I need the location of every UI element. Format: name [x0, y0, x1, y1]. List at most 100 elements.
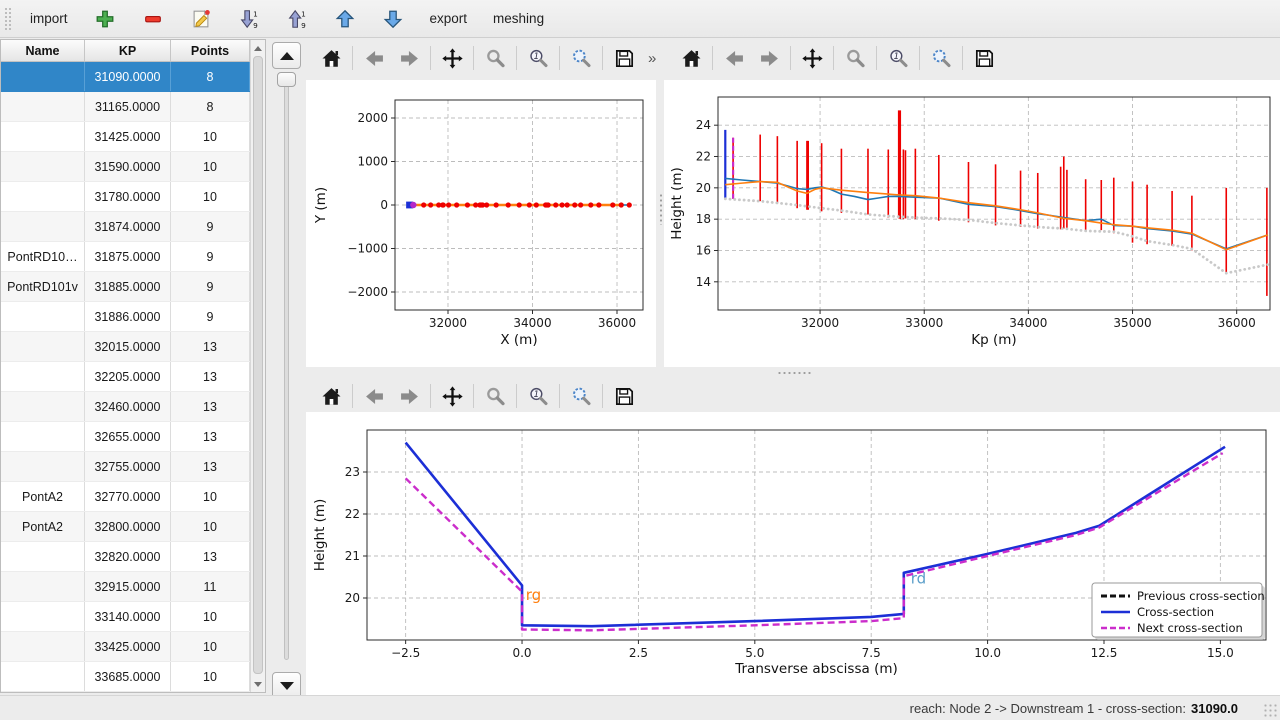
import-button[interactable]: import	[20, 4, 78, 34]
toolbar-overflow-chevron[interactable]: »	[648, 49, 657, 67]
zoom-fit-button[interactable]	[924, 43, 958, 73]
cell-points[interactable]: 10	[171, 632, 250, 661]
cell-points[interactable]: 10	[171, 122, 250, 151]
zoom-one-button[interactable]	[521, 43, 555, 73]
edit-cross-section-button[interactable]	[180, 4, 222, 34]
cell-kp[interactable]: 31590.0000	[85, 152, 171, 181]
table-row[interactable]: 32655.0000 13	[1, 422, 250, 452]
column-header-name[interactable]: Name	[1, 40, 85, 61]
cell-kp[interactable]: 31090.0000	[85, 62, 171, 91]
scrollbar-thumb[interactable]	[253, 56, 263, 674]
move-down-button[interactable]	[372, 4, 414, 34]
cell-name[interactable]	[1, 632, 85, 661]
table-row[interactable]: 32460.0000 13	[1, 392, 250, 422]
cell-points[interactable]: 10	[171, 662, 250, 691]
export-button[interactable]: export	[420, 4, 478, 34]
cell-points[interactable]: 9	[171, 302, 250, 331]
cell-name[interactable]: PontRD10…	[1, 242, 85, 271]
vertical-splitter-handle[interactable]	[659, 193, 663, 225]
cell-name[interactable]	[1, 362, 85, 391]
next-cross-section-button[interactable]	[272, 672, 301, 699]
zoom-one-button[interactable]	[881, 43, 915, 73]
zoom-button[interactable]	[478, 381, 512, 411]
cell-name[interactable]	[1, 182, 85, 211]
column-header-kp[interactable]: KP	[85, 40, 171, 61]
plan-chart[interactable]: 32000 34000 36000 −2000 −1000 0 1000 2000 X (m) Y…	[306, 80, 656, 367]
cell-kp[interactable]: 32015.0000	[85, 332, 171, 361]
cell-kp[interactable]: 31780.0000	[85, 182, 171, 211]
save-button[interactable]	[607, 381, 641, 411]
window-size-grip[interactable]	[1263, 703, 1277, 717]
zoom-fit-button[interactable]	[564, 43, 598, 73]
home-button[interactable]	[674, 43, 708, 73]
zoom-button[interactable]	[838, 43, 872, 73]
cell-kp[interactable]: 31874.0000	[85, 212, 171, 241]
cell-name[interactable]	[1, 392, 85, 421]
cell-points[interactable]: 13	[171, 422, 250, 451]
cell-kp[interactable]: 33425.0000	[85, 632, 171, 661]
cell-name[interactable]	[1, 152, 85, 181]
cell-kp[interactable]: 32770.0000	[85, 482, 171, 511]
cell-name[interactable]	[1, 572, 85, 601]
table-scrollbar[interactable]	[250, 40, 265, 692]
scrollbar-up-icon[interactable]	[251, 41, 265, 55]
home-button[interactable]	[314, 43, 348, 73]
cell-points[interactable]: 10	[171, 482, 250, 511]
cell-kp[interactable]: 32820.0000	[85, 542, 171, 571]
cell-points[interactable]: 8	[171, 62, 250, 91]
cross-section-slider-handle[interactable]	[277, 72, 296, 87]
cell-name[interactable]	[1, 62, 85, 91]
table-row[interactable]: 31780.0000 10	[1, 182, 250, 212]
table-row[interactable]: PontA2 32770.0000 10	[1, 482, 250, 512]
cell-points[interactable]: 10	[171, 182, 250, 211]
zoom-button[interactable]	[478, 43, 512, 73]
cell-points[interactable]: 13	[171, 452, 250, 481]
add-cross-section-button[interactable]	[84, 4, 126, 34]
back-button[interactable]	[357, 381, 391, 411]
save-button[interactable]	[967, 43, 1001, 73]
cell-points[interactable]: 13	[171, 542, 250, 571]
cross-section-canvas[interactable]: −2.5 0.0 2.5 5.0 7.5 10.0 12.5 15.0 20 21 22 23 Tran…	[306, 412, 1280, 695]
cell-points[interactable]: 13	[171, 332, 250, 361]
profile-chart[interactable]: 32000 33000 34000 35000 36000 14 16 18 20 22 24 Kp …	[664, 80, 1280, 367]
cell-points[interactable]: 10	[171, 512, 250, 541]
table-row[interactable]: 31090.0000 8	[1, 62, 250, 92]
table-row[interactable]: 33140.0000 10	[1, 602, 250, 632]
plan-view-canvas[interactable]: 32000 34000 36000 −2000 −1000 0 1000 2000 X (m) Y…	[306, 80, 656, 367]
pan-button[interactable]	[795, 43, 829, 73]
table-row[interactable]: 31425.0000 10	[1, 122, 250, 152]
cell-name[interactable]	[1, 542, 85, 571]
zoom-fit-button[interactable]	[564, 381, 598, 411]
cell-kp[interactable]: 31886.0000	[85, 302, 171, 331]
cell-name[interactable]	[1, 92, 85, 121]
cell-kp[interactable]: 31165.0000	[85, 92, 171, 121]
pan-button[interactable]	[435, 43, 469, 73]
zoom-one-button[interactable]	[521, 381, 555, 411]
cell-kp[interactable]: 32915.0000	[85, 572, 171, 601]
cell-kp[interactable]: 32800.0000	[85, 512, 171, 541]
cell-name[interactable]	[1, 602, 85, 631]
table-row[interactable]: 31590.0000 10	[1, 152, 250, 182]
cell-points[interactable]: 9	[171, 272, 250, 301]
table-row[interactable]: PontRD101v 31885.0000 9	[1, 272, 250, 302]
table-row[interactable]: 31165.0000 8	[1, 92, 250, 122]
cell-kp[interactable]: 32655.0000	[85, 422, 171, 451]
horizontal-splitter-handle[interactable]	[777, 371, 811, 375]
cell-name[interactable]	[1, 452, 85, 481]
cross-section-slider[interactable]	[284, 76, 289, 660]
cell-points[interactable]: 13	[171, 362, 250, 391]
remove-cross-section-button[interactable]	[132, 4, 174, 34]
sort-ascending-button[interactable]	[276, 4, 318, 34]
home-button[interactable]	[314, 381, 348, 411]
table-row[interactable]: PontA2 32800.0000 10	[1, 512, 250, 542]
cell-points[interactable]: 10	[171, 602, 250, 631]
cell-name[interactable]	[1, 332, 85, 361]
cell-kp[interactable]: 31425.0000	[85, 122, 171, 151]
cell-name[interactable]: PontA2	[1, 512, 85, 541]
move-up-button[interactable]	[324, 4, 366, 34]
cell-points[interactable]: 9	[171, 212, 250, 241]
cell-name[interactable]: PontRD101v	[1, 272, 85, 301]
cell-name[interactable]	[1, 662, 85, 691]
table-row[interactable]: 32205.0000 13	[1, 362, 250, 392]
table-row[interactable]: PontRD10… 31875.0000 9	[1, 242, 250, 272]
